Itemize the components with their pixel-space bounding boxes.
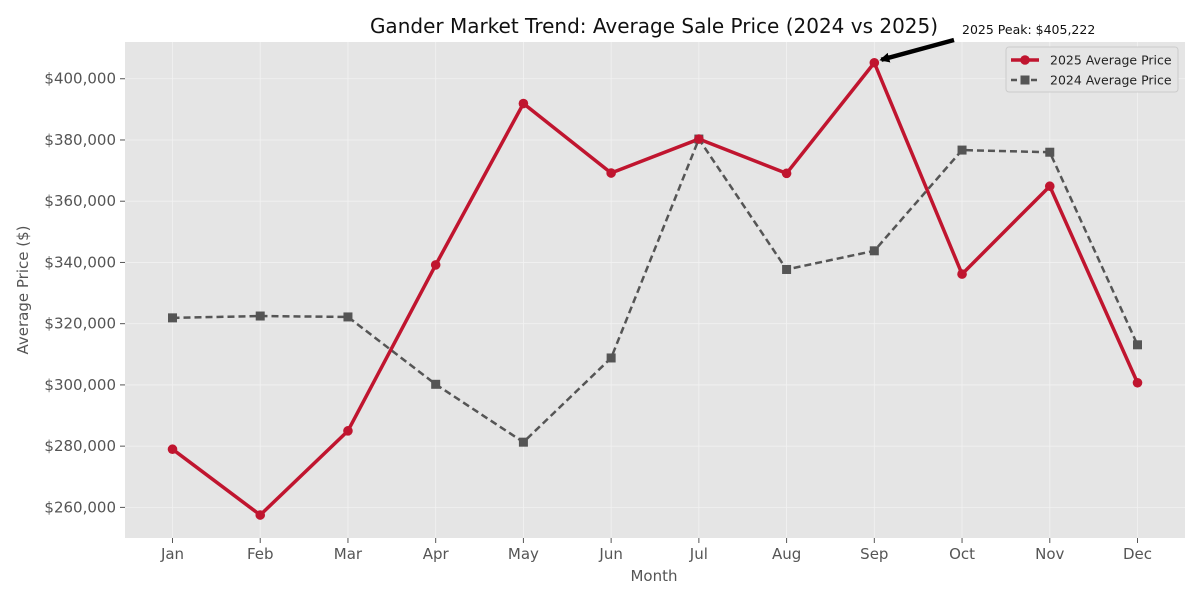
y-tick-label: $300,000 [44, 376, 116, 394]
x-tick-label: May [508, 545, 539, 563]
data-point-2025 [430, 260, 441, 270]
data-point-2024 [1045, 147, 1055, 157]
legend-label: 2025 Average Price [1050, 53, 1172, 68]
x-tick-label: Oct [949, 545, 975, 563]
legend-marker [1020, 55, 1030, 65]
annotation-arrow [879, 37, 955, 63]
x-tick-label: Feb [247, 545, 274, 563]
data-point-2024 [1133, 340, 1142, 350]
data-point-2025 [255, 510, 266, 520]
legend-box [1005, 46, 1179, 93]
data-point-2025 [167, 444, 178, 455]
x-tick-label: Nov [1035, 545, 1064, 563]
y-axis-label: Average Price ($) [14, 226, 32, 355]
y-tick-label: $260,000 [44, 498, 116, 516]
data-point-2025 [1044, 181, 1055, 192]
data-point-2025 [606, 168, 616, 178]
annotation-label: 2025 Peak: $405,222 [962, 22, 1095, 37]
data-point-2024 [606, 353, 616, 363]
data-point-2024 [782, 264, 792, 274]
series-markers [167, 57, 1143, 520]
data-point-2024 [518, 437, 528, 447]
y-tick-label: $340,000 [44, 253, 116, 271]
annotations: 2025 Peak: $405,222 [879, 22, 1095, 63]
data-point-2025 [869, 57, 880, 68]
plot-area [125, 42, 1185, 538]
x-tick-label: Mar [334, 545, 363, 563]
series-lines [171, 61, 1140, 517]
grid [125, 42, 1185, 538]
data-point-2025 [518, 98, 529, 109]
data-point-2024 [869, 246, 879, 256]
y-tick-label: $320,000 [44, 315, 116, 333]
x-tick-label: Apr [423, 545, 450, 563]
data-point-2025 [957, 269, 967, 279]
data-point-2025 [781, 168, 792, 179]
legend: 2025 Average Price 2024 Average Price [1005, 46, 1179, 93]
data-point-2024 [168, 313, 177, 323]
data-point-2025 [1132, 377, 1143, 388]
y-tick-label: $380,000 [44, 131, 116, 149]
data-point-2024 [957, 145, 967, 155]
x-tick-label: Dec [1123, 545, 1152, 563]
data-point-2024 [255, 311, 265, 321]
x-tick-label: Jun [598, 545, 622, 563]
y-axis: $260,000 $280,000 $300,000 $320,000 $340,000… [44, 70, 125, 516]
x-tick-label: Jan [160, 545, 184, 563]
x-tick-label: Jul [689, 545, 708, 563]
data-point-2025 [694, 134, 704, 144]
y-tick-label: $360,000 [44, 192, 116, 210]
legend-label: 2024 Average Price [1050, 73, 1172, 88]
y-tick-label: $280,000 [44, 437, 116, 455]
x-axis-label: Month [630, 567, 677, 585]
series-line-2024 [172, 137, 1139, 444]
x-axis: Jan Feb Mar Apr May Jun Jul Aug Sep Oct Nov Dec [160, 538, 1152, 563]
y-tick-label: $400,000 [44, 70, 116, 88]
x-tick-label: Aug [772, 545, 801, 563]
data-point-2025 [343, 426, 353, 436]
chart-title: Gander Market Trend: Average Sale Price … [370, 14, 938, 38]
legend-marker [1020, 75, 1030, 85]
data-point-2024 [343, 312, 353, 322]
series-line-2025 [171, 61, 1140, 517]
x-tick-label: Sep [860, 545, 888, 563]
data-point-2024 [431, 379, 441, 389]
